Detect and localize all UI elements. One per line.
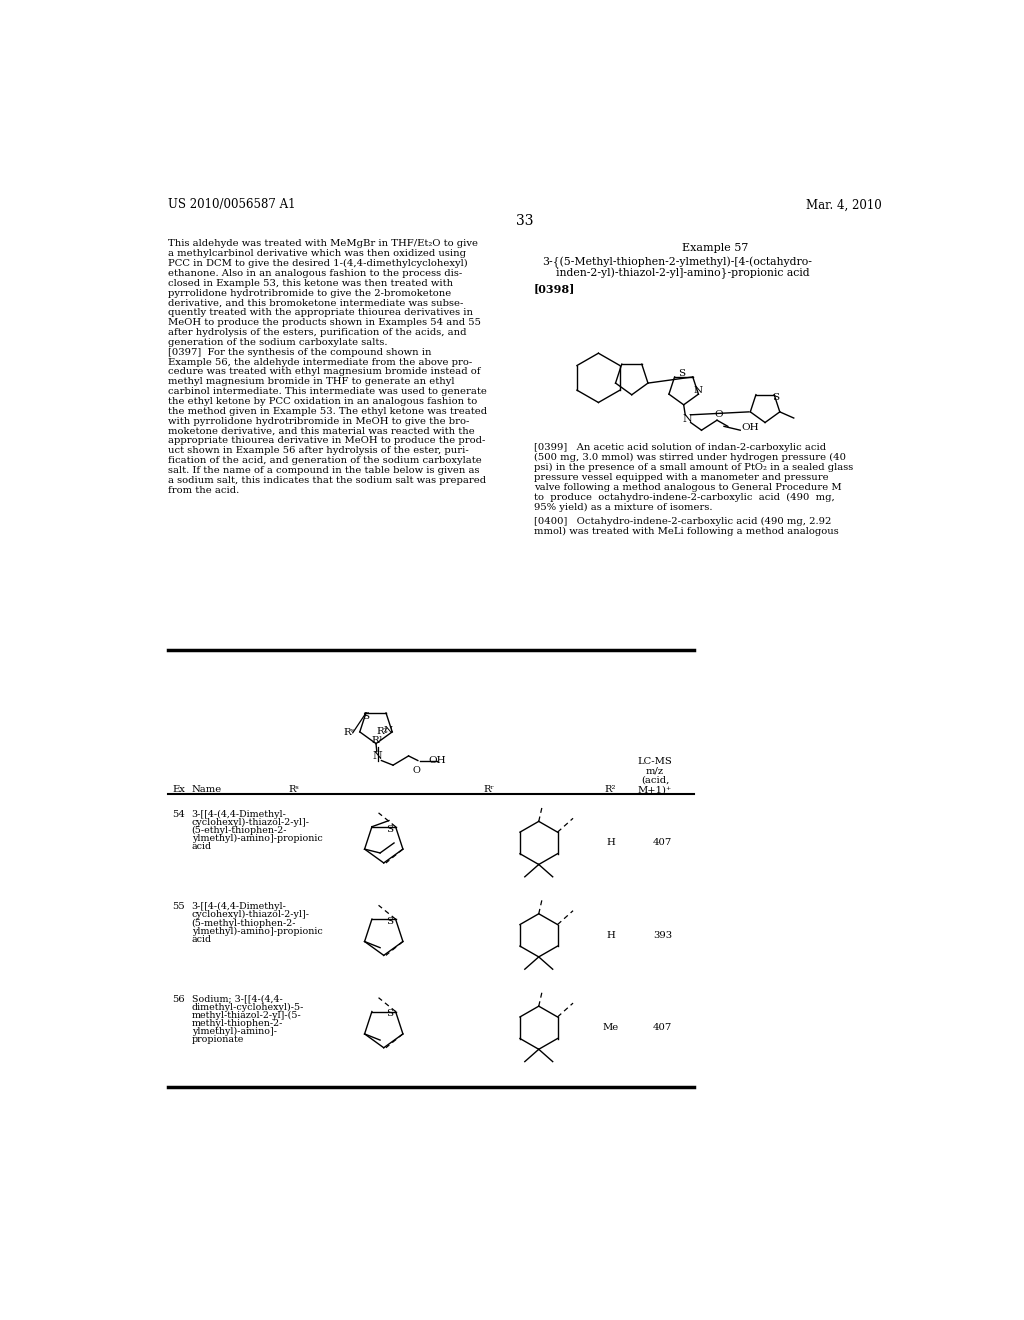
Text: methyl magnesium bromide in THF to generate an ethyl: methyl magnesium bromide in THF to gener… bbox=[168, 378, 455, 387]
Text: PCC in DCM to give the desired 1-(4,4-dimethylcyclohexyl): PCC in DCM to give the desired 1-(4,4-di… bbox=[168, 259, 468, 268]
Text: with pyrrolidone hydrotribromide in MeOH to give the bro-: with pyrrolidone hydrotribromide in MeOH… bbox=[168, 417, 470, 425]
Text: N: N bbox=[373, 751, 382, 760]
Text: from the acid.: from the acid. bbox=[168, 486, 240, 495]
Text: H: H bbox=[606, 931, 615, 940]
Text: M+1)⁺: M+1)⁺ bbox=[638, 785, 672, 795]
Text: 95% yield) as a mixture of isomers.: 95% yield) as a mixture of isomers. bbox=[535, 503, 713, 512]
Text: m/z: m/z bbox=[646, 767, 664, 776]
Text: S: S bbox=[386, 1010, 393, 1018]
Text: Example 56, the aldehyde intermediate from the above pro-: Example 56, the aldehyde intermediate fr… bbox=[168, 358, 472, 367]
Text: (5-methyl-thiophen-2-: (5-methyl-thiophen-2- bbox=[191, 919, 296, 928]
Text: S: S bbox=[679, 368, 686, 378]
Text: Rᵡ: Rᵡ bbox=[376, 727, 388, 735]
Text: N: N bbox=[683, 413, 692, 424]
Text: ylmethyl)-amino]-: ylmethyl)-amino]- bbox=[191, 1027, 276, 1036]
Text: S: S bbox=[386, 825, 393, 833]
Text: (5-ethyl-thiophen-2-: (5-ethyl-thiophen-2- bbox=[191, 826, 287, 836]
Text: dimethyl-cyclohexyl)-5-: dimethyl-cyclohexyl)-5- bbox=[191, 1003, 304, 1012]
Text: Rʳ: Rʳ bbox=[483, 785, 494, 795]
Text: ylmethyl)-amino]-propionic: ylmethyl)-amino]-propionic bbox=[191, 927, 323, 936]
Text: 55: 55 bbox=[172, 903, 185, 911]
Text: 54: 54 bbox=[172, 810, 185, 818]
Text: Me: Me bbox=[603, 1023, 618, 1032]
Text: 3-[[4-(4,4-Dimethyl-: 3-[[4-(4,4-Dimethyl- bbox=[191, 903, 287, 911]
Text: R²: R² bbox=[604, 785, 616, 795]
Text: derivative, and this bromoketone intermediate was subse-: derivative, and this bromoketone interme… bbox=[168, 298, 464, 308]
Text: cyclohexyl)-thiazol-2-yl]-: cyclohexyl)-thiazol-2-yl]- bbox=[191, 818, 309, 828]
Text: 407: 407 bbox=[653, 1023, 673, 1032]
Text: O: O bbox=[413, 766, 420, 775]
Text: R¹: R¹ bbox=[372, 737, 383, 744]
Text: acid: acid bbox=[191, 842, 212, 851]
Text: a sodium salt, this indicates that the sodium salt was prepared: a sodium salt, this indicates that the s… bbox=[168, 475, 486, 484]
Text: US 2010/0056587 A1: US 2010/0056587 A1 bbox=[168, 198, 296, 211]
Text: pyrrolidone hydrotribromide to give the 2-bromoketone: pyrrolidone hydrotribromide to give the … bbox=[168, 289, 452, 297]
Text: OH: OH bbox=[741, 422, 760, 432]
Text: 393: 393 bbox=[653, 931, 673, 940]
Text: This aldehyde was treated with MeMgBr in THF/Et₂O to give: This aldehyde was treated with MeMgBr in… bbox=[168, 239, 478, 248]
Text: N: N bbox=[694, 387, 702, 396]
Text: carbinol intermediate. This intermediate was used to generate: carbinol intermediate. This intermediate… bbox=[168, 387, 487, 396]
Text: S: S bbox=[386, 917, 393, 925]
Text: (acid,: (acid, bbox=[641, 776, 670, 785]
Text: Name: Name bbox=[191, 785, 222, 795]
Text: [0397]  For the synthesis of the compound shown in: [0397] For the synthesis of the compound… bbox=[168, 347, 432, 356]
Text: the ethyl ketone by PCC oxidation in an analogous fashion to: the ethyl ketone by PCC oxidation in an … bbox=[168, 397, 477, 407]
Text: Rˢ: Rˢ bbox=[343, 729, 354, 738]
Text: (500 mg, 3.0 mmol) was stirred under hydrogen pressure (40: (500 mg, 3.0 mmol) was stirred under hyd… bbox=[535, 453, 846, 462]
Text: ethanone. Also in an analogous fashion to the process dis-: ethanone. Also in an analogous fashion t… bbox=[168, 269, 463, 277]
Text: Example 57: Example 57 bbox=[682, 243, 749, 253]
Text: 3-[[4-(4,4-Dimethyl-: 3-[[4-(4,4-Dimethyl- bbox=[191, 810, 287, 818]
Text: inden-2-yl)-thiazol-2-yl]-amino}-propionic acid: inden-2-yl)-thiazol-2-yl]-amino}-propion… bbox=[542, 268, 810, 279]
Text: Mar. 4, 2010: Mar. 4, 2010 bbox=[806, 198, 882, 211]
Text: fication of the acid, and generation of the sodium carboxylate: fication of the acid, and generation of … bbox=[168, 457, 482, 465]
Text: psi) in the presence of a small amount of PtO₂ in a sealed glass: psi) in the presence of a small amount o… bbox=[535, 463, 853, 473]
Text: cedure was treated with ethyl magnesium bromide instead of: cedure was treated with ethyl magnesium … bbox=[168, 367, 481, 376]
Text: 33: 33 bbox=[516, 214, 534, 228]
Text: Sodium; 3-[[4-(4,4-: Sodium; 3-[[4-(4,4- bbox=[191, 995, 283, 1003]
Text: mmol) was treated with MeLi following a method analogous: mmol) was treated with MeLi following a … bbox=[535, 527, 839, 536]
Text: valve following a method analogous to General Procedure M: valve following a method analogous to Ge… bbox=[535, 483, 842, 492]
Text: [0399]   An acetic acid solution of indan-2-carboxylic acid: [0399] An acetic acid solution of indan-… bbox=[535, 444, 826, 453]
Text: [0398]: [0398] bbox=[535, 284, 575, 294]
Text: to  produce  octahydro-indene-2-carboxylic  acid  (490  mg,: to produce octahydro-indene-2-carboxylic… bbox=[535, 492, 835, 502]
Text: methyl-thiazol-2-yl]-(5-: methyl-thiazol-2-yl]-(5- bbox=[191, 1011, 301, 1020]
Text: a methylcarbinol derivative which was then oxidized using: a methylcarbinol derivative which was th… bbox=[168, 249, 466, 259]
Text: ylmethyl)-amino]-propionic: ylmethyl)-amino]-propionic bbox=[191, 834, 323, 843]
Text: [0400]   Octahydro-indene-2-carboxylic acid (490 mg, 2.92: [0400] Octahydro-indene-2-carboxylic aci… bbox=[535, 517, 831, 527]
Text: 3-{(5-Methyl-thiophen-2-ylmethyl)-[4-(octahydro-: 3-{(5-Methyl-thiophen-2-ylmethyl)-[4-(oc… bbox=[542, 257, 812, 268]
Text: after hydrolysis of the esters, purification of the acids, and: after hydrolysis of the esters, purifica… bbox=[168, 327, 467, 337]
Text: appropriate thiourea derivative in MeOH to produce the prod-: appropriate thiourea derivative in MeOH … bbox=[168, 437, 485, 445]
Text: the method given in Example 53. The ethyl ketone was treated: the method given in Example 53. The ethy… bbox=[168, 407, 487, 416]
Text: 56: 56 bbox=[172, 995, 184, 1003]
Text: moketone derivative, and this material was reacted with the: moketone derivative, and this material w… bbox=[168, 426, 475, 436]
Text: 407: 407 bbox=[653, 838, 673, 847]
Text: Rˢ: Rˢ bbox=[289, 785, 299, 795]
Text: salt. If the name of a compound in the table below is given as: salt. If the name of a compound in the t… bbox=[168, 466, 480, 475]
Text: OH: OH bbox=[428, 756, 445, 766]
Text: cyclohexyl)-thiazol-2-yl]-: cyclohexyl)-thiazol-2-yl]- bbox=[191, 911, 309, 920]
Text: N: N bbox=[384, 726, 393, 735]
Text: acid: acid bbox=[191, 935, 212, 944]
Text: H: H bbox=[606, 838, 615, 847]
Text: propionate: propionate bbox=[191, 1035, 244, 1044]
Text: methyl-thiophen-2-: methyl-thiophen-2- bbox=[191, 1019, 283, 1028]
Text: pressure vessel equipped with a manometer and pressure: pressure vessel equipped with a manomete… bbox=[535, 473, 828, 482]
Text: S: S bbox=[362, 713, 370, 721]
Text: MeOH to produce the products shown in Examples 54 and 55: MeOH to produce the products shown in Ex… bbox=[168, 318, 481, 327]
Text: S: S bbox=[772, 393, 779, 403]
Text: uct shown in Example 56 after hydrolysis of the ester, puri-: uct shown in Example 56 after hydrolysis… bbox=[168, 446, 469, 455]
Text: LC-MS: LC-MS bbox=[638, 758, 673, 767]
Text: quently treated with the appropriate thiourea derivatives in: quently treated with the appropriate thi… bbox=[168, 309, 473, 317]
Text: O: O bbox=[714, 409, 723, 418]
Text: generation of the sodium carboxylate salts.: generation of the sodium carboxylate sal… bbox=[168, 338, 388, 347]
Text: Ex: Ex bbox=[172, 785, 185, 795]
Text: closed in Example 53, this ketone was then treated with: closed in Example 53, this ketone was th… bbox=[168, 279, 454, 288]
